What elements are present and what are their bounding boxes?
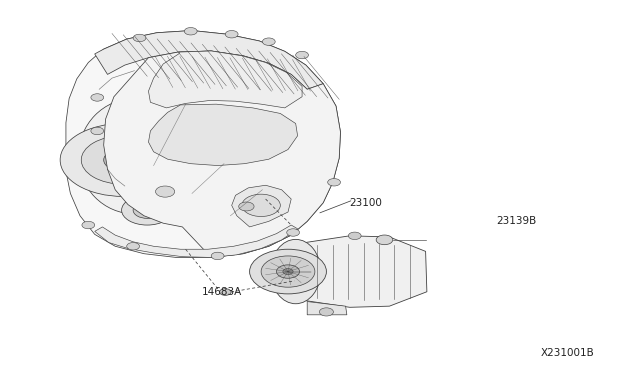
Circle shape xyxy=(60,124,186,196)
Polygon shape xyxy=(232,185,291,227)
Circle shape xyxy=(276,265,300,278)
Polygon shape xyxy=(95,225,298,257)
Circle shape xyxy=(319,308,333,316)
Circle shape xyxy=(348,232,361,240)
Circle shape xyxy=(239,202,254,211)
Circle shape xyxy=(262,38,275,45)
Circle shape xyxy=(211,252,224,260)
Polygon shape xyxy=(95,31,323,89)
Polygon shape xyxy=(148,51,302,108)
Circle shape xyxy=(82,221,95,229)
Circle shape xyxy=(220,289,231,295)
Circle shape xyxy=(261,256,315,287)
Circle shape xyxy=(133,202,161,218)
Text: X231001B: X231001B xyxy=(541,348,595,358)
Ellipse shape xyxy=(271,240,321,304)
Polygon shape xyxy=(104,51,340,257)
Text: 14683A: 14683A xyxy=(202,287,242,297)
Circle shape xyxy=(156,186,175,197)
Circle shape xyxy=(133,34,146,42)
Circle shape xyxy=(296,51,308,59)
Text: 23100: 23100 xyxy=(349,198,381,208)
Circle shape xyxy=(283,269,293,275)
Circle shape xyxy=(376,235,393,245)
Circle shape xyxy=(225,31,238,38)
Circle shape xyxy=(81,136,164,184)
Circle shape xyxy=(104,149,142,171)
Polygon shape xyxy=(307,302,347,315)
Polygon shape xyxy=(66,31,340,257)
Circle shape xyxy=(127,243,140,250)
Text: 23139B: 23139B xyxy=(496,217,536,226)
Circle shape xyxy=(122,195,173,225)
Circle shape xyxy=(184,28,197,35)
Circle shape xyxy=(91,94,104,101)
Circle shape xyxy=(287,229,300,236)
Circle shape xyxy=(91,127,104,135)
Ellipse shape xyxy=(79,99,191,214)
Polygon shape xyxy=(285,236,427,307)
Circle shape xyxy=(250,249,326,294)
Circle shape xyxy=(242,194,280,217)
Polygon shape xyxy=(148,104,298,166)
Circle shape xyxy=(328,179,340,186)
